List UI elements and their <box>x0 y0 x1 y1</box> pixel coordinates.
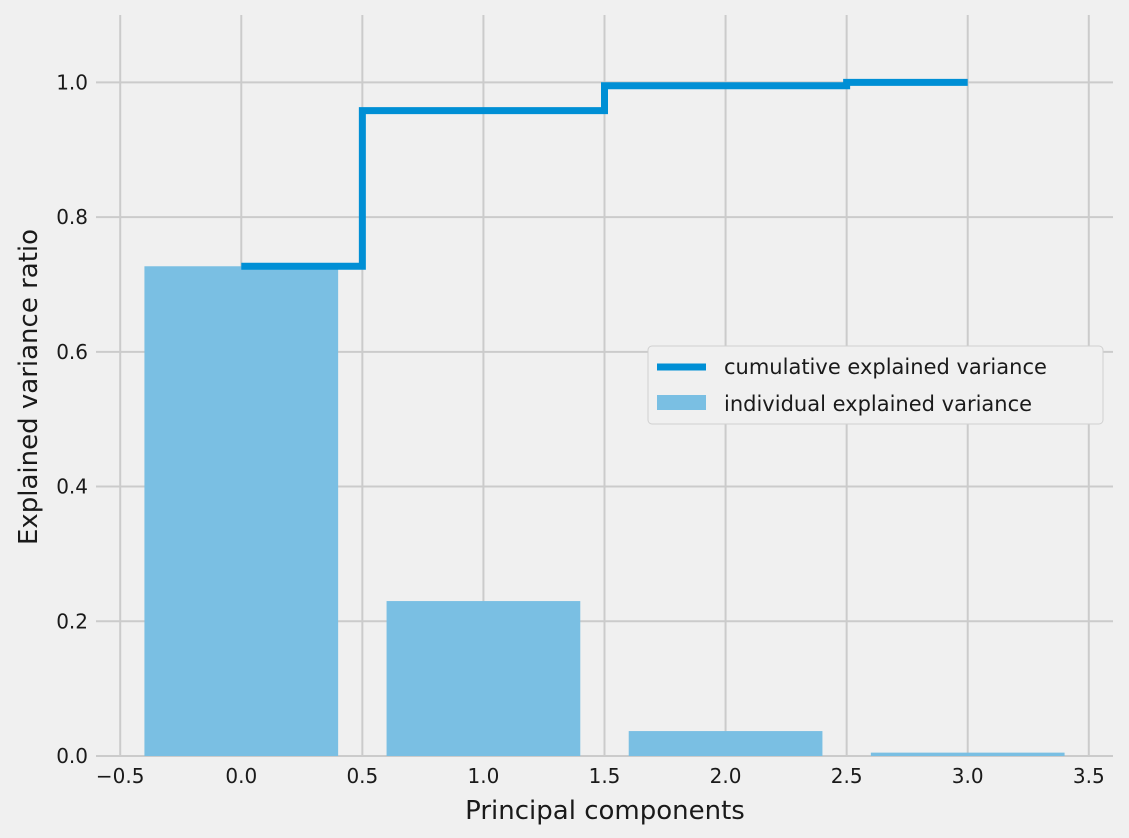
x-tick-label: 3.5 <box>1073 764 1105 788</box>
x-tick-label: −0.5 <box>96 764 145 788</box>
x-axis-label: Principal components <box>465 796 745 826</box>
legend: cumulative explained variance individual… <box>647 345 1104 425</box>
y-axis-label: Explained variance ratio <box>14 229 44 545</box>
cumulative-step-series <box>241 78 968 270</box>
x-tick-label: 1.0 <box>468 764 500 788</box>
y-tick-labels: 0.0 0.2 0.4 0.6 0.8 1.0 <box>56 70 88 768</box>
x-tick-label: 0.5 <box>346 764 378 788</box>
legend-box <box>647 345 1104 425</box>
cumulative-step-line <box>241 78 968 270</box>
legend-step-label: cumulative explained variance <box>724 355 1047 379</box>
x-tick-label: 2.0 <box>710 764 742 788</box>
bar-series <box>144 266 1065 756</box>
bar-2 <box>628 731 823 756</box>
legend-bar-label: individual explained variance <box>724 392 1032 416</box>
bar-1 <box>386 601 581 756</box>
y-tick-label: 0.0 <box>56 744 88 768</box>
bar-3 <box>870 752 1065 756</box>
legend-bar-swatch <box>657 395 706 410</box>
bar-0 <box>144 266 339 756</box>
x-tick-label: 2.5 <box>831 764 863 788</box>
y-tick-label: 0.8 <box>56 205 88 229</box>
x-tick-label: 3.0 <box>952 764 984 788</box>
x-tick-labels: −0.5 0.0 0.5 1.0 1.5 2.0 2.5 3.0 3.5 <box>96 764 1105 788</box>
y-tick-label: 0.4 <box>56 475 88 499</box>
y-tick-label: 0.2 <box>56 609 88 633</box>
x-tick-label: 0.0 <box>225 764 257 788</box>
y-tick-label: 1.0 <box>56 70 88 94</box>
x-tick-label: 1.5 <box>589 764 621 788</box>
y-tick-label: 0.6 <box>56 340 88 364</box>
